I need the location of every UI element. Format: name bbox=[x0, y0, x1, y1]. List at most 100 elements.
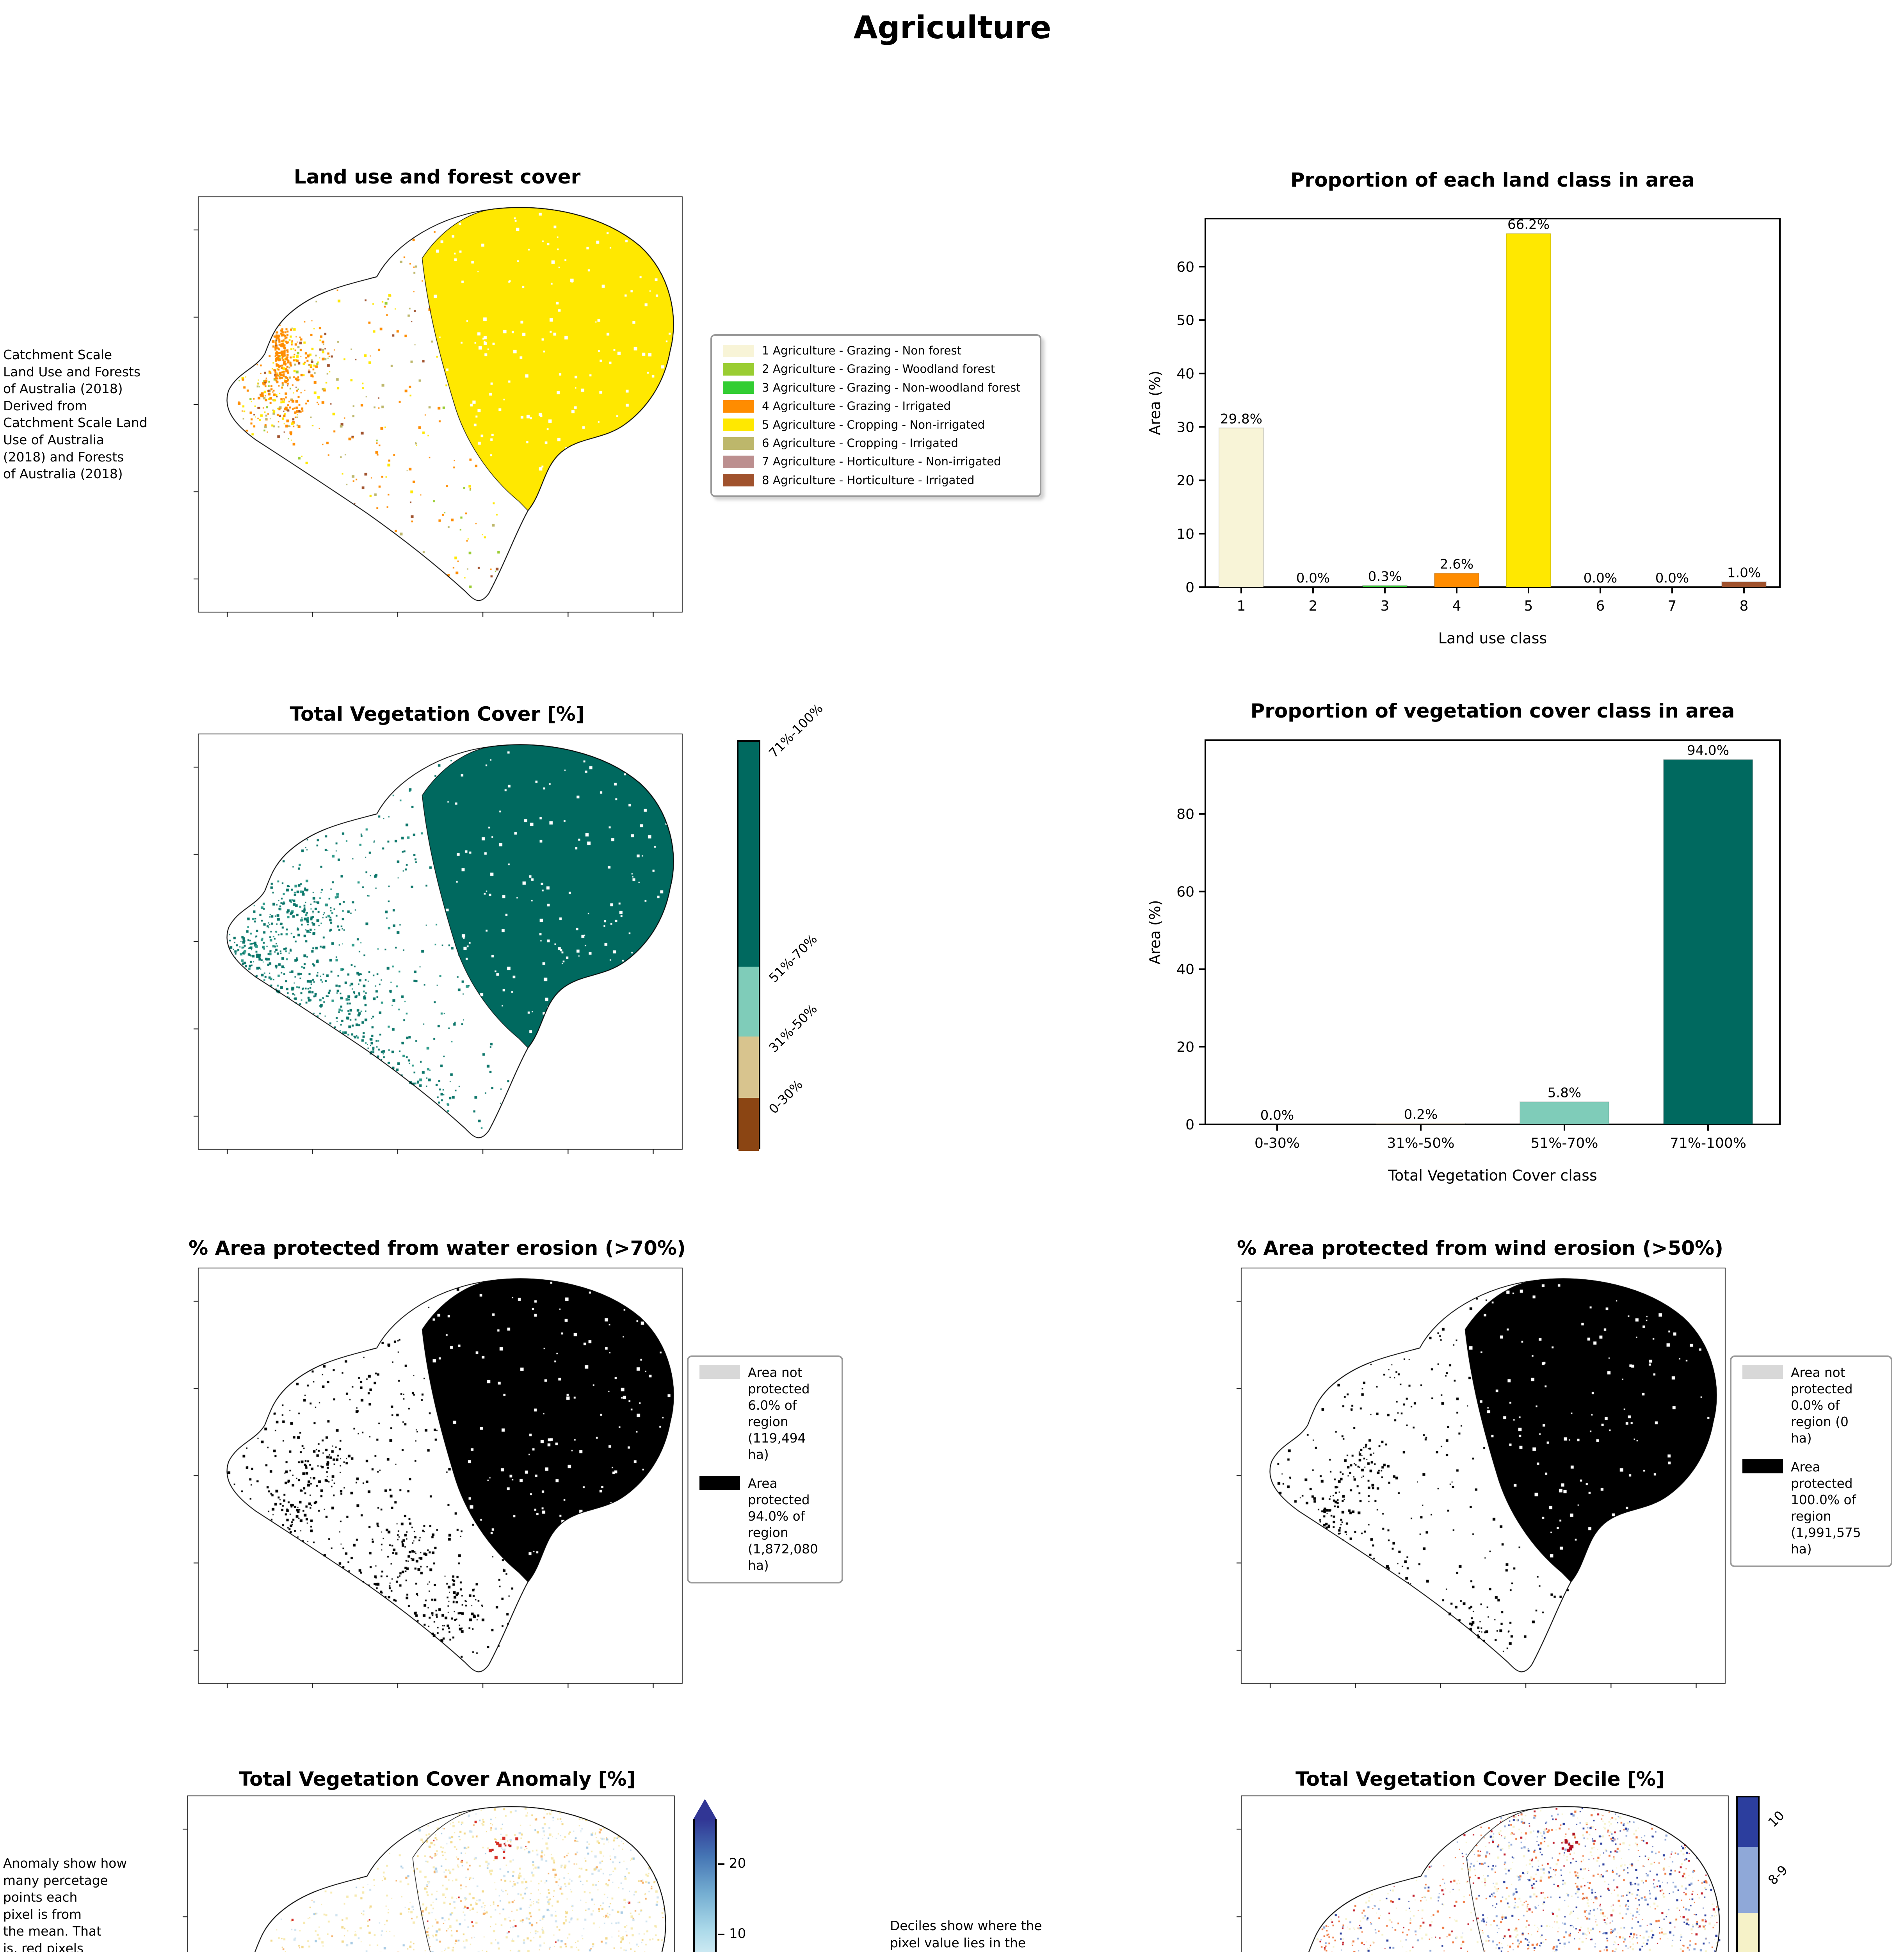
landuse-legend: 1 Agriculture - Grazing - Non forest 2 Ag… bbox=[710, 334, 1041, 497]
legend-item: 4 Agriculture - Grazing - Irrigated bbox=[723, 399, 1029, 413]
decile-map bbox=[1230, 1793, 1733, 1952]
legend-label: 4 Agriculture - Grazing - Irrigated bbox=[762, 399, 951, 413]
svg-text:0.0%: 0.0% bbox=[1296, 570, 1330, 586]
svg-text:7: 7 bbox=[1668, 598, 1677, 614]
legend-label: 8 Agriculture - Horticulture - Irrigated bbox=[762, 473, 975, 487]
colorbar-label: 71%-100% bbox=[766, 701, 826, 761]
colorbar-segment bbox=[1738, 1913, 1758, 1952]
water-erosion-legend: Area not protected 6.0% of region (119,4… bbox=[687, 1355, 843, 1583]
legend-label: 5 Agriculture - Cropping - Non-irrigated bbox=[762, 418, 985, 431]
svg-text:Area (%): Area (%) bbox=[1146, 900, 1164, 964]
svg-text:Area (%): Area (%) bbox=[1146, 370, 1164, 435]
svg-text:71%-100%: 71%-100% bbox=[1670, 1135, 1746, 1151]
water-erosion-map-title: % Area protected from water erosion (>70… bbox=[189, 1237, 686, 1259]
legend-label: 6 Agriculture - Cropping - Irrigated bbox=[762, 436, 958, 450]
colorbar-segment bbox=[738, 1097, 759, 1151]
anomaly-map-title: Total Vegetation Cover Anomaly [%] bbox=[238, 1768, 636, 1790]
svg-text:2.6%: 2.6% bbox=[1440, 556, 1473, 572]
legend-swatch bbox=[723, 400, 754, 413]
svg-text:31%-50%: 31%-50% bbox=[1387, 1135, 1454, 1151]
svg-text:80: 80 bbox=[1176, 807, 1194, 823]
landuse-source-note: Catchment Scale Land Use and Forests of … bbox=[3, 347, 148, 482]
svg-text:0: 0 bbox=[1185, 1117, 1194, 1133]
colorbar-tick bbox=[718, 1933, 724, 1935]
colorbar-segment bbox=[738, 1036, 759, 1098]
svg-text:66.2%: 66.2% bbox=[1507, 217, 1550, 232]
svg-text:5.8%: 5.8% bbox=[1548, 1085, 1581, 1101]
svg-text:1.0%: 1.0% bbox=[1727, 565, 1761, 581]
legend-label: Area not protected 0.0% of region (0 ha) bbox=[1791, 1365, 1853, 1446]
legend-label: Area not protected 6.0% of region (119,4… bbox=[748, 1365, 810, 1462]
svg-text:20: 20 bbox=[1176, 473, 1194, 489]
legend-label: 2 Agriculture - Grazing - Woodland fores… bbox=[762, 362, 995, 376]
svg-text:60: 60 bbox=[1176, 884, 1194, 900]
legend-item: 2 Agriculture - Grazing - Woodland fores… bbox=[723, 362, 1029, 376]
svg-text:8: 8 bbox=[1740, 598, 1749, 614]
legend-item: 6 Agriculture - Cropping - Irrigated bbox=[723, 436, 1029, 451]
svg-text:40: 40 bbox=[1176, 962, 1194, 978]
svg-text:60: 60 bbox=[1176, 259, 1194, 275]
legend-swatch bbox=[723, 419, 754, 431]
legend-label: 7 Agriculture - Horticulture - Non-irrig… bbox=[762, 455, 1001, 468]
svg-text:0: 0 bbox=[1185, 580, 1194, 596]
legend-item: Area not protected 0.0% of region (0 ha) bbox=[1742, 1365, 1880, 1447]
svg-text:Total Vegetation Cover class: Total Vegetation Cover class bbox=[1388, 1167, 1597, 1184]
legend-item: 1 Agriculture - Grazing - Non forest bbox=[723, 344, 1029, 358]
svg-text:0.3%: 0.3% bbox=[1368, 569, 1402, 584]
svg-text:0-30%: 0-30% bbox=[1255, 1135, 1300, 1151]
colorbar bbox=[1736, 1796, 1760, 1952]
water-erosion-map bbox=[187, 1265, 687, 1691]
legend-swatch bbox=[723, 455, 754, 468]
wind-erosion-map bbox=[1230, 1265, 1730, 1691]
anomaly-colorbar: 20100−10−20 bbox=[693, 1799, 803, 1952]
vegcover-map-title: Total Vegetation Cover [%] bbox=[290, 703, 585, 725]
legend-item: Area protected 94.0% of region (1,872,08… bbox=[699, 1475, 831, 1574]
legend-item: 8 Agriculture - Horticulture - Irrigated bbox=[723, 473, 1029, 488]
landclass-chart-title: Proportion of each land class in area bbox=[1290, 169, 1695, 191]
svg-text:94.0%: 94.0% bbox=[1687, 743, 1729, 759]
landuse-map bbox=[187, 194, 687, 620]
svg-text:1: 1 bbox=[1237, 598, 1246, 614]
legend-label: 3 Agriculture - Grazing - Non-woodland f… bbox=[762, 381, 1021, 394]
legend-label: Area protected 100.0% of region (1,991,5… bbox=[1791, 1459, 1861, 1557]
vegclass-bar-chart: 0 20 40 60 80 0.0% 0-30% 0.2% 31%-50% 5.8% 51%-70%… bbox=[1143, 721, 1792, 1190]
legend-item: 3 Agriculture - Grazing - Non-woodland f… bbox=[723, 381, 1029, 395]
legend-swatch bbox=[1742, 1365, 1783, 1379]
legend-swatch bbox=[699, 1365, 740, 1379]
vegcover-map-canvas bbox=[187, 731, 687, 1157]
landuse-map-canvas bbox=[187, 194, 687, 620]
legend-swatch bbox=[699, 1475, 740, 1490]
water-erosion-map-canvas bbox=[187, 1265, 687, 1691]
svg-text:29.8%: 29.8% bbox=[1220, 411, 1262, 427]
colorbar-gradient bbox=[693, 1819, 717, 1952]
legend-label: 1 Agriculture - Grazing - Non forest bbox=[762, 344, 962, 357]
decile-colorbar: 108-94-72-31 bbox=[1736, 1796, 1883, 1952]
colorbar-label: 31%-50% bbox=[766, 1001, 820, 1055]
legend-swatch bbox=[723, 381, 754, 394]
legend-item: Area protected 100.0% of region (1,991,5… bbox=[1742, 1459, 1880, 1558]
colorbar-label: 0-30% bbox=[766, 1077, 806, 1117]
colorbar-label: 51%-70% bbox=[766, 931, 820, 986]
colorbar-segment bbox=[738, 967, 759, 1037]
colorbar bbox=[737, 740, 760, 1151]
legend-item: 7 Agriculture - Horticulture - Non-irrig… bbox=[723, 454, 1029, 469]
svg-text:50: 50 bbox=[1176, 313, 1194, 329]
wind-erosion-legend: Area not protected 0.0% of region (0 ha)… bbox=[1730, 1355, 1892, 1567]
decile-note: Deciles show where the pixel value lies … bbox=[890, 1918, 1042, 1950]
colorbar-segment bbox=[738, 742, 759, 967]
svg-text:5: 5 bbox=[1524, 598, 1533, 614]
vegcover-colorbar: 71%-100% 51%-70% 31%-50% 0-30% bbox=[737, 701, 924, 1162]
legend-swatch bbox=[1742, 1459, 1783, 1473]
svg-text:30: 30 bbox=[1176, 419, 1194, 435]
vegclass-chart-title: Proportion of vegetation cover class in … bbox=[1250, 700, 1735, 722]
legend-swatch bbox=[723, 437, 754, 450]
legend-swatch bbox=[723, 474, 754, 487]
svg-text:0.2%: 0.2% bbox=[1404, 1107, 1438, 1122]
vegcover-map bbox=[187, 731, 687, 1157]
svg-text:51%-70%: 51%-70% bbox=[1530, 1135, 1598, 1151]
svg-text:6: 6 bbox=[1596, 598, 1605, 614]
colorbar-label: 8-9 bbox=[1765, 1862, 1791, 1888]
legend-item: Area not protected 6.0% of region (119,4… bbox=[699, 1365, 831, 1463]
svg-text:0.0%: 0.0% bbox=[1584, 570, 1617, 586]
